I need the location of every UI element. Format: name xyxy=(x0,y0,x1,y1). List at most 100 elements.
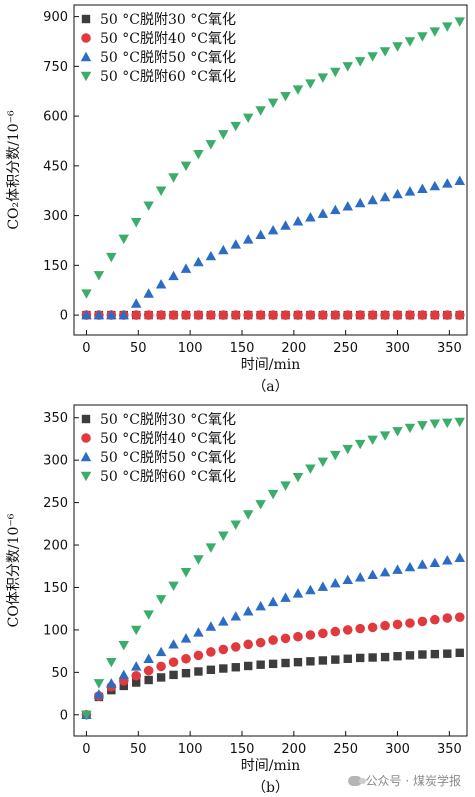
chart-b-x-tick-label: 150 xyxy=(230,742,255,757)
chart-b-data-point xyxy=(205,621,217,631)
chart-a-panel-label: （a） xyxy=(252,379,288,395)
chart-b-data-point xyxy=(280,633,291,644)
chart-b-x-axis-label: 时间/min xyxy=(241,758,301,774)
chart-a-data-point xyxy=(392,188,403,199)
chart-b-data-point xyxy=(268,635,278,645)
chart-a-data-point xyxy=(168,270,179,281)
chart-a-y-tick-label: 300 xyxy=(43,209,68,224)
chart-b-data-point xyxy=(180,567,192,578)
chart-b-data-point xyxy=(193,555,204,565)
chart-a-x-tick-label: 200 xyxy=(281,341,306,356)
chart-a-data-point xyxy=(118,309,130,320)
chart-b-data-point xyxy=(118,669,130,680)
chart-b-data-point xyxy=(242,510,254,520)
chart-b-data-point xyxy=(106,657,117,668)
chart-a-data-point xyxy=(317,208,329,218)
chart-b-series-2 xyxy=(81,612,465,720)
chart-b-data-point xyxy=(93,679,105,689)
chart-b-data-point xyxy=(143,665,154,676)
chart-a-data-point xyxy=(280,92,291,102)
chart-a-data-point xyxy=(354,57,366,67)
chart-a-data-point xyxy=(168,310,179,320)
chart-b-y-tick-label: 50 xyxy=(51,666,68,681)
chart-b-data-point xyxy=(429,419,441,429)
chart-a-data-point xyxy=(404,37,416,47)
chart-b-data-point xyxy=(317,457,329,468)
chart-b-data-point xyxy=(330,577,341,588)
chart-a-series-3 xyxy=(81,175,465,320)
chart-a-data-point xyxy=(430,310,440,320)
chart-a-data-point xyxy=(242,113,254,124)
chart-b-data-point xyxy=(455,648,464,658)
chart-b-data-point xyxy=(442,613,453,623)
chart-b-data-point xyxy=(331,655,340,664)
chart-b-data-point xyxy=(168,581,179,592)
chart-a-data-point xyxy=(230,239,242,249)
chart-b-data-point xyxy=(430,649,440,659)
chart-b-data-point xyxy=(367,435,378,446)
chart-b-data-point xyxy=(367,569,378,579)
chart-a-data-point xyxy=(193,150,204,160)
chart-a-data-point xyxy=(168,173,179,183)
chart-b-data-point xyxy=(354,439,366,450)
chart-a-data-point xyxy=(280,220,291,230)
chart-a-data-point xyxy=(417,183,428,193)
chart-b-data-point xyxy=(393,652,402,661)
chart-a-data-point xyxy=(106,252,117,263)
chart-a-data-point xyxy=(330,67,341,78)
chart-b-data-point xyxy=(379,431,391,441)
chart-a-data-point xyxy=(292,215,304,226)
chart-b-data-point xyxy=(292,588,304,598)
chart-b-data-point xyxy=(181,668,191,678)
chart-a-data-point xyxy=(305,79,316,89)
chart-b-y-tick-label: 250 xyxy=(43,496,68,511)
chart-b-legend-marker xyxy=(81,414,91,424)
chart-b-data-point xyxy=(144,675,153,685)
chart-b: 0 50 100 150 200 250 300 350 0 50 100 150 200 250 300 3… xyxy=(6,404,468,796)
chart-b-data-point xyxy=(169,670,178,680)
chart-a-data-point xyxy=(293,310,303,320)
chart-b-data-point xyxy=(454,612,465,622)
chart-b-data-point xyxy=(280,481,291,491)
chart-b-data-point xyxy=(256,660,265,669)
chart-b-data-point xyxy=(193,650,204,661)
chart-a-x-tick-label: 250 xyxy=(333,341,358,356)
chart-a-data-point xyxy=(392,310,403,320)
chart-b-data-point xyxy=(430,614,440,625)
chart-a-data-point xyxy=(93,271,105,281)
chart-b-data-point xyxy=(168,657,179,667)
chart-b-legend-marker xyxy=(80,451,92,462)
chart-a-data-point xyxy=(255,106,266,116)
chart-a-y-tick-label: 900 xyxy=(43,10,68,25)
chart-a-data-point xyxy=(206,310,216,320)
chart-b-plot-frame xyxy=(73,404,468,737)
chart-a-data-point xyxy=(267,224,279,235)
chart-b-data-point xyxy=(318,628,328,639)
chart-b-data-point xyxy=(243,639,254,650)
chart-a-data-point xyxy=(442,22,453,32)
chart-b-data-point xyxy=(255,500,266,510)
chart-b-data-point xyxy=(93,689,105,699)
chart-b-data-point xyxy=(443,649,452,658)
chart-b-data-point xyxy=(404,423,416,434)
chart-a-data-point xyxy=(205,140,217,150)
chart-a-data-point xyxy=(380,310,390,320)
chart-b-x-tick-label: 350 xyxy=(437,742,462,757)
chart-b-data-point xyxy=(230,611,242,621)
chart-a-data-point xyxy=(268,310,278,320)
chart-a-data-point xyxy=(429,27,441,37)
chart-a-data-point xyxy=(429,180,441,191)
chart-b-y-tick-label: 100 xyxy=(43,623,68,638)
chart-a-data-point xyxy=(342,310,353,320)
chart-b-data-point xyxy=(405,651,415,660)
chart-a-data-point xyxy=(143,288,154,298)
chart-a-data-point xyxy=(118,234,130,245)
chart-b-data-point xyxy=(418,650,427,659)
chart-a-data-point xyxy=(155,186,167,196)
chart-a: 0 50 100 150 200 250 300 350 0 150 300 450 600 750 900… xyxy=(6,4,468,395)
chart-a-data-point xyxy=(330,310,341,320)
chart-b-x-tick-label: 50 xyxy=(130,742,147,757)
chart-a-data-point xyxy=(255,310,266,320)
chart-b-data-point xyxy=(442,418,453,429)
chart-b-data-point xyxy=(255,637,266,648)
